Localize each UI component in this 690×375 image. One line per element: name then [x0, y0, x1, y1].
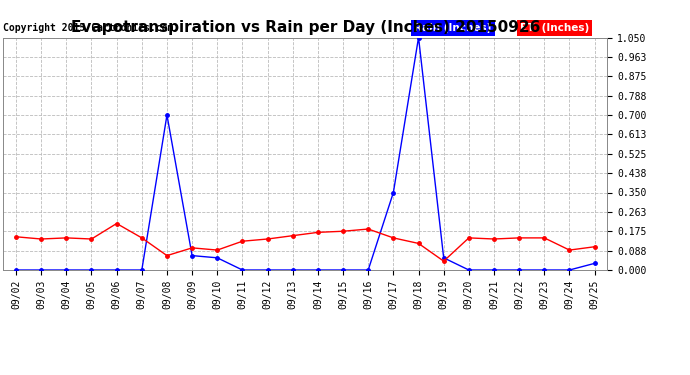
Text: Copyright 2015 Cartronics.com: Copyright 2015 Cartronics.com	[3, 23, 174, 33]
Text: Rain (Inches): Rain (Inches)	[414, 23, 491, 33]
Title: Evapotranspiration vs Rain per Day (Inches) 20150926: Evapotranspiration vs Rain per Day (Inch…	[70, 20, 540, 35]
Text: ET  (Inches): ET (Inches)	[520, 23, 589, 33]
